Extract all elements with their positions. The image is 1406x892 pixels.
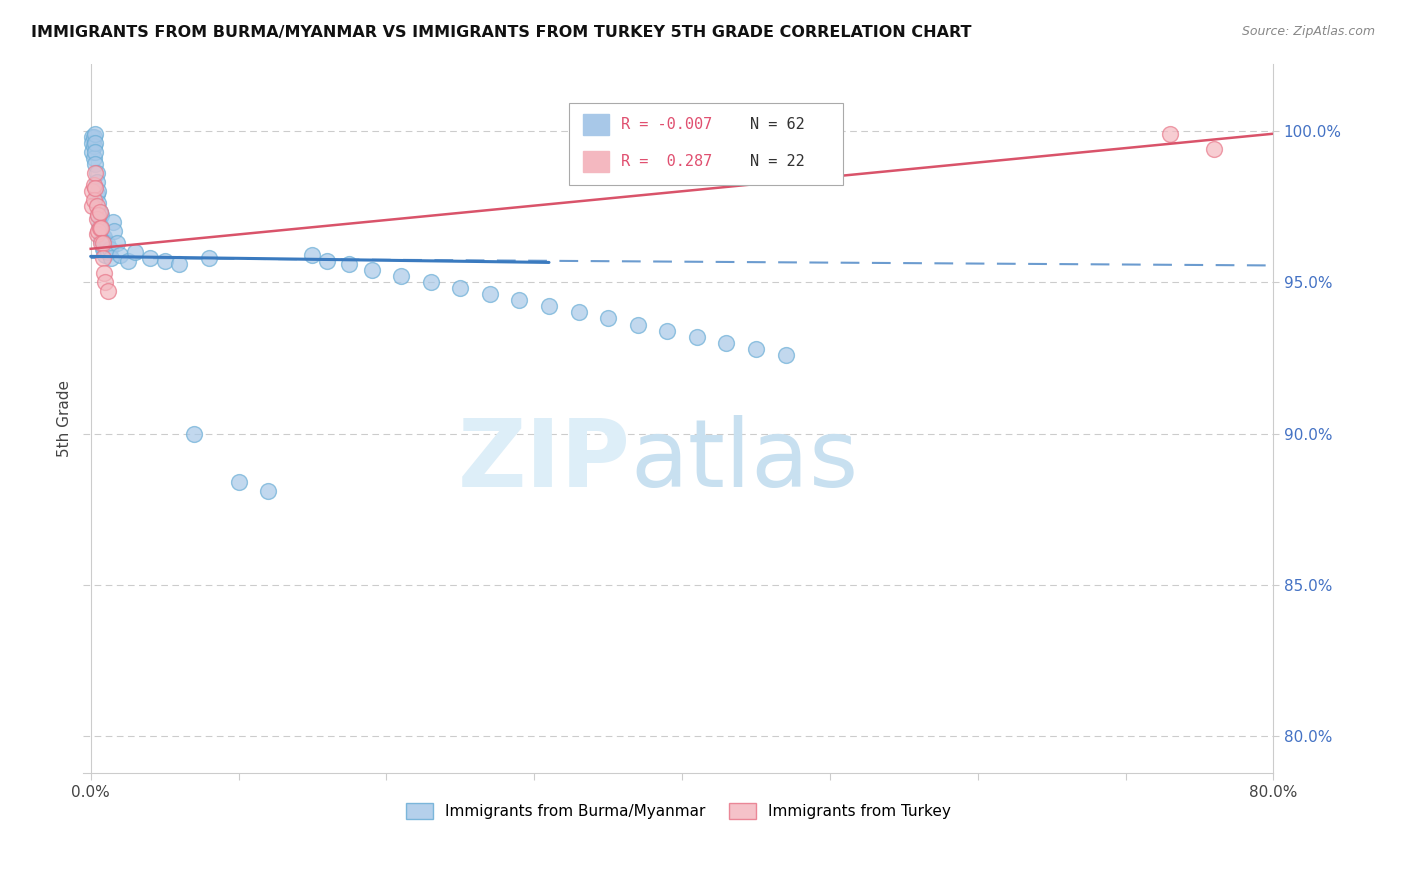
Point bbox=[101, 214, 124, 228]
Point bbox=[567, 305, 589, 319]
Point bbox=[124, 244, 146, 259]
Point bbox=[316, 254, 339, 268]
Point bbox=[598, 311, 620, 326]
Point bbox=[82, 199, 104, 213]
Point bbox=[86, 199, 108, 213]
Legend: Immigrants from Burma/Myanmar, Immigrants from Turkey: Immigrants from Burma/Myanmar, Immigrant… bbox=[399, 797, 957, 825]
Point bbox=[93, 242, 115, 256]
Text: R =  0.287: R = 0.287 bbox=[621, 153, 713, 169]
Point bbox=[686, 329, 709, 343]
Bar bbox=[583, 113, 609, 135]
Point bbox=[91, 235, 114, 250]
Point bbox=[87, 184, 110, 198]
Point bbox=[84, 181, 107, 195]
Point bbox=[89, 205, 111, 219]
Point bbox=[94, 275, 117, 289]
Point bbox=[169, 257, 191, 271]
Point bbox=[87, 196, 110, 211]
Point bbox=[90, 220, 112, 235]
Point bbox=[90, 209, 112, 223]
Point bbox=[339, 257, 361, 271]
Point bbox=[86, 211, 108, 226]
Point bbox=[419, 275, 441, 289]
Point bbox=[153, 254, 176, 268]
Point bbox=[103, 224, 125, 238]
Point bbox=[83, 194, 105, 208]
Y-axis label: 5th Grade: 5th Grade bbox=[58, 380, 72, 457]
Point bbox=[228, 475, 250, 489]
Point bbox=[745, 342, 768, 356]
Point bbox=[91, 242, 114, 256]
Bar bbox=[583, 151, 609, 172]
Point bbox=[90, 235, 112, 250]
Point bbox=[537, 299, 560, 313]
Point bbox=[94, 235, 117, 250]
Point bbox=[86, 227, 108, 241]
Text: IMMIGRANTS FROM BURMA/MYANMAR VS IMMIGRANTS FROM TURKEY 5TH GRADE CORRELATION CH: IMMIGRANTS FROM BURMA/MYANMAR VS IMMIGRA… bbox=[31, 25, 972, 40]
Point bbox=[97, 284, 120, 298]
Text: N = 62: N = 62 bbox=[749, 117, 804, 132]
Point bbox=[89, 205, 111, 219]
Text: R = -0.007: R = -0.007 bbox=[621, 117, 713, 132]
Point bbox=[775, 348, 797, 362]
Point bbox=[508, 293, 530, 308]
Point bbox=[94, 248, 117, 262]
Point bbox=[105, 235, 128, 250]
Point bbox=[84, 166, 107, 180]
Point bbox=[93, 266, 115, 280]
Point bbox=[183, 426, 205, 441]
Point bbox=[87, 209, 110, 223]
Point bbox=[93, 229, 115, 244]
Point bbox=[198, 251, 221, 265]
Point bbox=[86, 175, 108, 189]
Point bbox=[89, 218, 111, 232]
Point bbox=[100, 251, 122, 265]
Point bbox=[91, 251, 114, 265]
Point bbox=[83, 178, 105, 193]
Point bbox=[89, 220, 111, 235]
Point bbox=[96, 235, 118, 250]
Point bbox=[84, 127, 107, 141]
Text: Source: ZipAtlas.com: Source: ZipAtlas.com bbox=[1241, 25, 1375, 38]
Point bbox=[98, 242, 121, 256]
Point bbox=[478, 287, 501, 301]
Point bbox=[117, 254, 139, 268]
Point bbox=[84, 136, 107, 150]
Point bbox=[1204, 142, 1226, 156]
Point bbox=[82, 136, 104, 150]
Text: atlas: atlas bbox=[631, 415, 859, 507]
Text: N = 22: N = 22 bbox=[749, 153, 804, 169]
Point bbox=[301, 248, 323, 262]
FancyBboxPatch shape bbox=[569, 103, 842, 185]
Point bbox=[1159, 127, 1181, 141]
Point bbox=[627, 318, 650, 332]
Point bbox=[449, 281, 471, 295]
Point bbox=[110, 248, 132, 262]
Point bbox=[90, 233, 112, 247]
Point bbox=[139, 251, 162, 265]
Point bbox=[389, 268, 412, 283]
Point bbox=[716, 335, 738, 350]
Point bbox=[83, 151, 105, 165]
Point bbox=[657, 324, 679, 338]
Point bbox=[84, 157, 107, 171]
Point bbox=[82, 184, 104, 198]
Point bbox=[83, 138, 105, 153]
Point bbox=[83, 129, 105, 144]
Text: ZIP: ZIP bbox=[458, 415, 631, 507]
Point bbox=[82, 145, 104, 159]
Point bbox=[257, 484, 280, 499]
Point bbox=[97, 244, 120, 259]
Point bbox=[82, 129, 104, 144]
Point bbox=[84, 145, 107, 159]
Point bbox=[91, 229, 114, 244]
Point bbox=[86, 187, 108, 202]
Point bbox=[360, 263, 382, 277]
Point bbox=[87, 224, 110, 238]
Point bbox=[90, 220, 112, 235]
Point bbox=[86, 166, 108, 180]
Point bbox=[87, 209, 110, 223]
